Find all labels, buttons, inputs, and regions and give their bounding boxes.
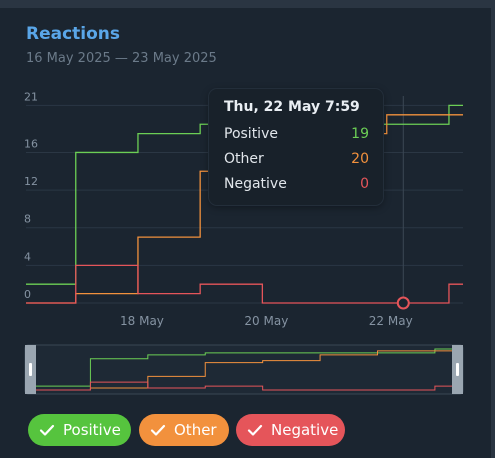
- tooltip-title: Thu, 22 May 7:59: [224, 99, 360, 115]
- x-tick-label: 22 May: [369, 314, 413, 328]
- legend-label: Negative: [271, 421, 339, 439]
- navigator-line-other: [33, 350, 455, 391]
- legend-toggle-positive[interactable]: Positive: [28, 414, 131, 446]
- right-edge: [491, 0, 495, 458]
- y-tick-label: 12: [24, 175, 38, 188]
- y-tick-label: 16: [24, 137, 38, 150]
- y-tick-label: 0: [24, 288, 31, 301]
- legend-label: Other: [174, 421, 217, 439]
- y-tick-label: 4: [24, 250, 31, 263]
- tooltip-value: 20: [351, 151, 369, 167]
- x-tick-label: 20 May: [244, 314, 288, 328]
- grip-icon: [456, 363, 459, 376]
- navigator-line-positive: [33, 348, 455, 387]
- tooltip-label: Negative: [224, 176, 287, 192]
- tooltip-row-other: Other 20: [224, 151, 369, 167]
- range-handle-right[interactable]: [452, 345, 463, 394]
- tooltip-value: 0: [360, 176, 369, 192]
- tooltip-label: Positive: [224, 126, 278, 142]
- range-handle-left[interactable]: [25, 345, 36, 394]
- series-line-positive: [26, 104, 463, 285]
- legend-toggle-other[interactable]: Other: [139, 414, 229, 446]
- tooltip-row-positive: Positive 19: [224, 126, 369, 142]
- tooltip-value: 19: [351, 126, 369, 142]
- navigator-line-negative: [33, 381, 455, 391]
- check-icon: [247, 424, 263, 436]
- y-tick-label: 8: [24, 213, 31, 226]
- y-tick-label: 21: [24, 90, 38, 103]
- check-icon: [150, 424, 166, 436]
- highlight-point: [396, 296, 410, 310]
- x-tick-label: 18 May: [120, 314, 164, 328]
- chart-date-range: 16 May 2025 — 23 May 2025: [26, 51, 217, 66]
- check-icon: [39, 424, 55, 436]
- grip-icon: [29, 363, 32, 376]
- series-line-negative: [26, 264, 463, 304]
- top-bar: [0, 0, 495, 8]
- legend-label: Positive: [63, 421, 121, 439]
- legend-toggle-negative[interactable]: Negative: [236, 414, 345, 446]
- chart-title: Reactions: [26, 24, 121, 44]
- tooltip-row-negative: Negative 0: [224, 176, 369, 192]
- tooltip: Thu, 22 May 7:59 Positive 19 Other 20 Ne…: [209, 89, 383, 205]
- tooltip-label: Other: [224, 151, 264, 167]
